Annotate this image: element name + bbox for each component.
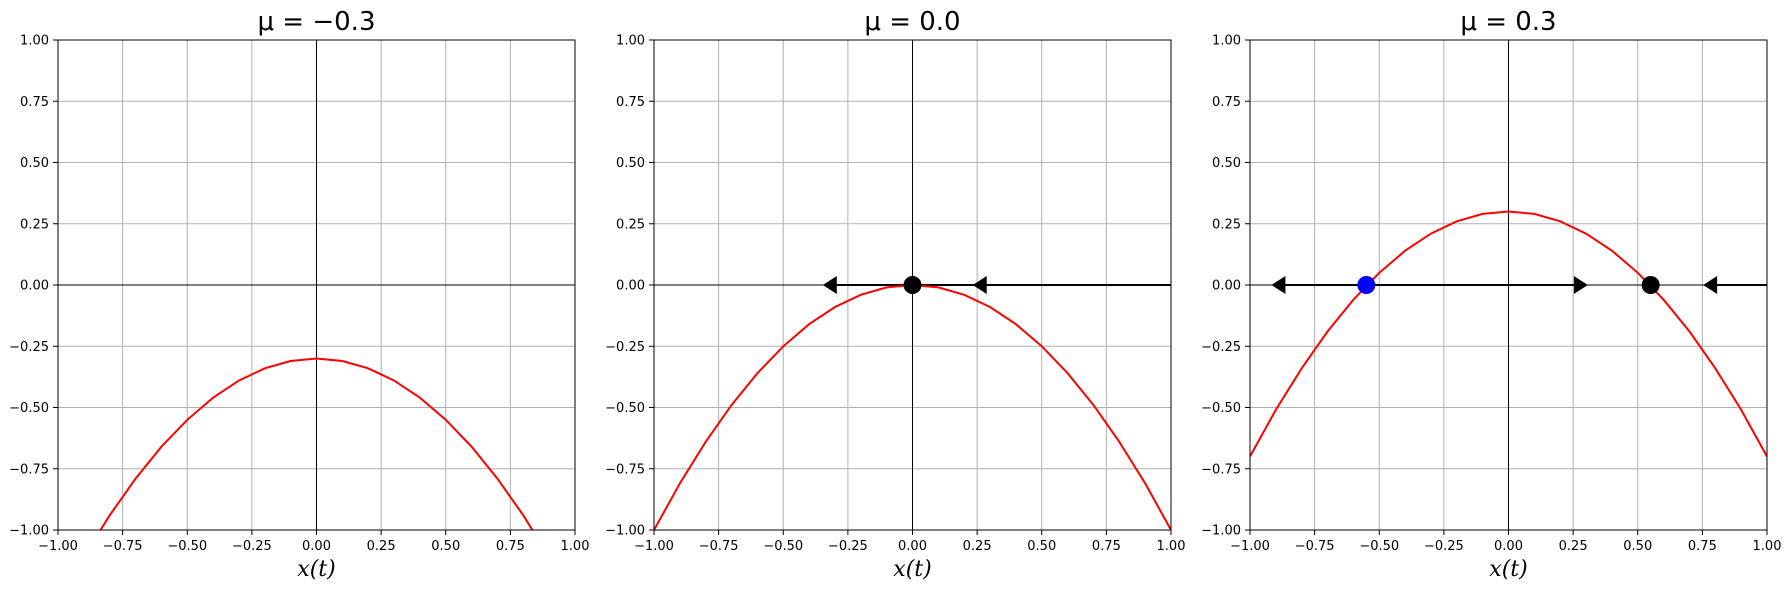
x-tick-label: 0.75	[1092, 539, 1121, 554]
x-tick-label: −0.50	[167, 539, 207, 554]
flow-arrow-left	[1271, 276, 1286, 294]
flow-arrow-left	[1703, 276, 1718, 294]
y-tick-label: 0.50	[20, 156, 49, 171]
y-tick-label: −0.25	[605, 340, 645, 355]
y-tick-label: 0.25	[1212, 217, 1241, 232]
y-tick-label: −0.75	[9, 462, 49, 477]
x-tick-label: −0.75	[699, 539, 739, 554]
x-tick-label: 0.00	[898, 539, 927, 554]
y-tick-label: −0.25	[9, 340, 49, 355]
y-tick-label: 0.75	[20, 95, 49, 110]
y-tick-label: −1.00	[9, 524, 49, 539]
x-tick-label: 0.50	[1027, 539, 1056, 554]
x-tick-label: 1.00	[1157, 539, 1186, 554]
y-tick-label: 0.50	[616, 156, 645, 171]
panel-mu-0-3: −1.00−1.00 −0.75 −0.75 −0.50 −0.50 −0.25 −0.25…	[1201, 7, 1781, 582]
y-tick-label: −0.50	[1201, 401, 1241, 416]
y-tick-label: 1.00	[616, 34, 645, 49]
x-tick-label: −0.50	[1359, 539, 1399, 554]
x-tick-label: 1.00	[561, 539, 590, 554]
panel-title: μ = 0.0	[864, 7, 960, 37]
x-tick-label: 0.00	[1494, 539, 1523, 554]
x-tick-label: 0.25	[1559, 539, 1588, 554]
x-tick-label: 0.00	[302, 539, 331, 554]
x-tick-label: −0.75	[1295, 539, 1335, 554]
x-axis-label: x(t)	[297, 557, 335, 582]
y-tick-label: −0.50	[9, 401, 49, 416]
x-tick-label: 0.75	[496, 539, 525, 554]
y-tick-label: −1.00	[1201, 524, 1241, 539]
x-tick-label: 0.25	[367, 539, 396, 554]
x-tick-label: −1.00	[38, 539, 78, 554]
curve-series	[1250, 210, 1767, 457]
panel-mu-0-0: −1.00−1.00 −0.75 −0.75 −0.50 −0.50 −0.25 −0.25…	[605, 7, 1185, 582]
x-tick-label: 0.50	[431, 539, 460, 554]
x-tick-label: 0.75	[1688, 539, 1717, 554]
flow-arrow-left	[822, 276, 837, 294]
x-tick-label: 1.00	[1753, 539, 1782, 554]
x-axis-label: x(t)	[893, 557, 931, 582]
flow-arrow-right	[1573, 276, 1588, 294]
fixed-point-marker	[903, 276, 922, 294]
x-axis-label: x(t)	[1489, 557, 1527, 582]
x-tick-label: 0.50	[1623, 539, 1652, 554]
panel-mu-neg-0-3: −1.00−1.00 −0.75 −0.75 −0.50 −0.50 −0.25 −0.25…	[9, 7, 590, 582]
y-tick-label: 0.25	[616, 217, 645, 232]
x-tick-label: −0.25	[1424, 539, 1464, 554]
y-tick-label: 0.25	[20, 217, 49, 232]
y-tick-label: 1.00	[1212, 34, 1241, 49]
y-tick-label: 0.00	[616, 279, 645, 294]
curve-series	[99, 357, 534, 530]
fixed-point-marker	[1357, 276, 1376, 294]
panel-title: μ = −0.3	[258, 7, 376, 37]
y-tick-label: 0.00	[1212, 279, 1241, 294]
flow-arrow-left	[972, 276, 987, 294]
y-tick-label: −0.50	[605, 401, 645, 416]
x-tick-label: −0.25	[828, 539, 868, 554]
x-tick-label: −0.50	[763, 539, 803, 554]
fixed-point-marker	[1641, 276, 1660, 294]
y-tick-label: −1.00	[605, 524, 645, 539]
y-tick-label: 0.75	[1212, 95, 1241, 110]
y-tick-label: 0.00	[20, 279, 49, 294]
y-tick-label: 1.00	[20, 34, 49, 49]
x-tick-label: −1.00	[634, 539, 674, 554]
y-tick-label: 0.75	[616, 95, 645, 110]
y-tick-label: −0.25	[1201, 340, 1241, 355]
x-tick-label: −1.00	[1230, 539, 1270, 554]
x-tick-label: −0.25	[232, 539, 272, 554]
x-tick-label: −0.75	[103, 539, 143, 554]
y-tick-label: −0.75	[1201, 462, 1241, 477]
y-tick-label: −0.75	[605, 462, 645, 477]
panel-title: μ = 0.3	[1460, 7, 1556, 37]
y-tick-label: 0.50	[1212, 156, 1241, 171]
x-tick-label: 0.25	[963, 539, 992, 554]
